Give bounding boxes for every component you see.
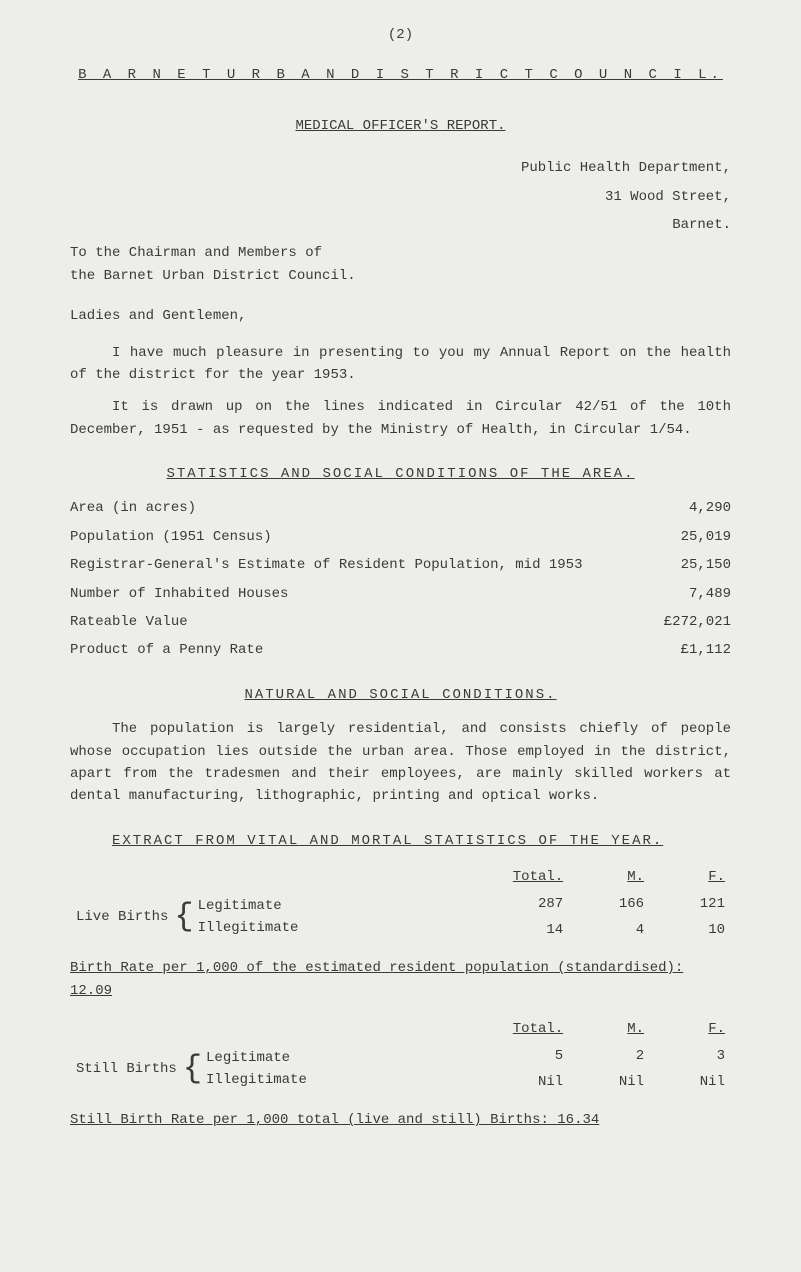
table-header-row: Total. M. F. [70,864,731,890]
still-births-table: Total. M. F. Still Births { Legitimate I… [70,1016,731,1095]
page: (2) B A R N E T U R B A N D I S T R I C … [0,0,801,1272]
col-f: F. [650,864,731,890]
stat-value: £1,112 [621,639,731,661]
col-m: M. [569,864,650,890]
address-line: Barnet. [70,214,731,236]
stat-value: 4,290 [621,497,731,519]
stat-row: Product of a Penny Rate £1,112 [70,639,731,661]
report-title: MEDICAL OFFICER'S REPORT. [70,115,731,137]
still-birth-rate-line: Still Birth Rate per 1,000 total (live a… [70,1109,731,1131]
cell: 3 [650,1043,731,1069]
paragraph: It is drawn up on the lines indicated in… [70,396,731,441]
to-line: To the Chairman and Members of [70,242,731,264]
cell: 287 [434,891,570,917]
stat-row: Rateable Value £272,021 [70,611,731,633]
stat-value: 7,489 [621,583,731,605]
col-total: Total. [434,864,570,890]
salutation: Ladies and Gentlemen, [70,305,731,327]
stat-row: Population (1951 Census) 25,019 [70,526,731,548]
live-births-table: Total. M. F. Live Births { Legitimate Il… [70,864,731,943]
statistics-heading: STATISTICS AND SOCIAL CONDITIONS OF THE … [70,463,731,485]
birth-rate-line: Birth Rate per 1,000 of the estimated re… [70,957,731,1002]
cell: 166 [569,891,650,917]
live-births-label: Live Births [76,906,168,928]
cell: 5 [434,1043,570,1069]
illegitimate-label: Illegitimate [198,917,299,939]
paragraph: The population is largely residential, a… [70,718,731,808]
cell: 4 [569,917,650,943]
illegitimate-label: Illegitimate [206,1069,307,1091]
stat-row: Area (in acres) 4,290 [70,497,731,519]
page-number: (2) [70,24,731,46]
to-block: To the Chairman and Members of the Barne… [70,242,731,287]
col-f: F. [650,1016,731,1042]
statistics-table: Area (in acres) 4,290 Population (1951 C… [70,497,731,661]
legitimate-label: Legitimate [198,895,299,917]
cell: 14 [434,917,570,943]
natural-conditions-heading: NATURAL AND SOCIAL CONDITIONS. [70,684,731,706]
still-births-group: Still Births { Legitimate Illegitimate [76,1047,428,1092]
table-row: Live Births { Legitimate Illegitimate 28… [70,891,731,917]
stat-row: Registrar-General's Estimate of Resident… [70,554,731,576]
brace-icon: { [174,903,197,931]
stat-label: Number of Inhabited Houses [70,583,621,605]
cell: 10 [650,917,731,943]
stat-label: Product of a Penny Rate [70,639,621,661]
cell: 121 [650,891,731,917]
address-line: Public Health Department, [70,157,731,179]
stat-value: 25,019 [621,526,731,548]
legitimate-label: Legitimate [206,1047,307,1069]
table-row: Still Births { Legitimate Illegitimate 5… [70,1043,731,1069]
brace-icon: { [183,1055,206,1083]
stat-label: Area (in acres) [70,497,621,519]
stat-row: Number of Inhabited Houses 7,489 [70,583,731,605]
document-header: B A R N E T U R B A N D I S T R I C T C … [70,64,731,86]
stat-label: Population (1951 Census) [70,526,621,548]
stat-label: Rateable Value [70,611,621,633]
col-m: M. [569,1016,650,1042]
extract-heading: EXTRACT FROM VITAL AND MORTAL STATISTICS… [70,830,731,852]
stat-value: 25,150 [621,554,731,576]
to-line: the Barnet Urban District Council. [70,265,731,287]
stat-label: Registrar-General's Estimate of Resident… [70,554,621,576]
stat-value: £272,021 [621,611,731,633]
table-header-row: Total. M. F. [70,1016,731,1042]
paragraph: I have much pleasure in presenting to yo… [70,342,731,387]
live-births-group: Live Births { Legitimate Illegitimate [76,895,428,940]
cell: Nil [434,1069,570,1095]
col-total: Total. [434,1016,570,1042]
cell: Nil [650,1069,731,1095]
cell: Nil [569,1069,650,1095]
still-births-label: Still Births [76,1058,177,1080]
cell: 2 [569,1043,650,1069]
address-line: 31 Wood Street, [70,186,731,208]
